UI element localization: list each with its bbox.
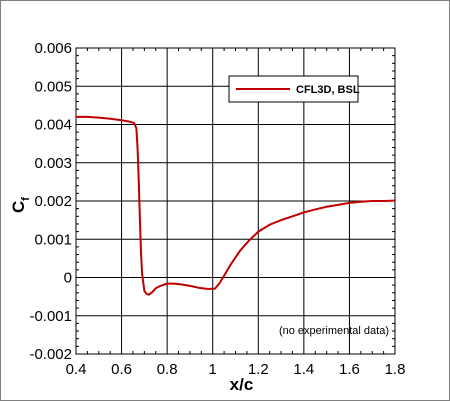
legend-box bbox=[228, 75, 359, 103]
series-layer bbox=[76, 115, 396, 296]
x-tick-label: 0.4 bbox=[66, 361, 87, 378]
y-tick-label: 0.004 bbox=[34, 117, 72, 134]
series-line bbox=[76, 115, 396, 296]
y-tick-label: 0.003 bbox=[34, 155, 72, 172]
y-tick-label: 0 bbox=[64, 270, 72, 287]
y-axis-title: Cf bbox=[9, 197, 32, 213]
x-tick-label: 1 bbox=[209, 361, 217, 378]
y-tick-labels: -0.002 -0.001 0 0.001 0.002 0.003 0.004 0.005 0.… bbox=[29, 40, 72, 363]
x-tick-label: 1.2 bbox=[248, 361, 269, 378]
y-tick-label: 0.006 bbox=[34, 40, 72, 57]
annotation-text: (no experimental data) bbox=[279, 325, 389, 337]
y-tick-label: -0.001 bbox=[29, 308, 72, 325]
y-tick-label: -0.002 bbox=[29, 346, 72, 363]
x-tick-labels: 0.4 0.6 0.8 1 1.2 1.4 1.6 1.8 bbox=[66, 361, 406, 378]
x-tick-label: 1.8 bbox=[385, 361, 406, 378]
x-tick-label: 1.4 bbox=[293, 361, 314, 378]
y-tick-label: 0.002 bbox=[34, 193, 72, 210]
legend-label: CFL3D, BSL bbox=[296, 84, 360, 96]
y-tick-label: 0.005 bbox=[34, 78, 72, 95]
x-tick-label: 1.6 bbox=[339, 361, 360, 378]
x-tick-label: 0.8 bbox=[157, 361, 178, 378]
x-tick-label: 0.6 bbox=[111, 361, 132, 378]
y-axis-title-subscript: f bbox=[20, 197, 32, 201]
x-axis-title: x/c bbox=[230, 375, 254, 394]
legend: CFL3D, BSL bbox=[228, 75, 360, 103]
y-tick-label: 0.001 bbox=[34, 231, 72, 248]
y-axis-title-main: C bbox=[9, 201, 28, 213]
